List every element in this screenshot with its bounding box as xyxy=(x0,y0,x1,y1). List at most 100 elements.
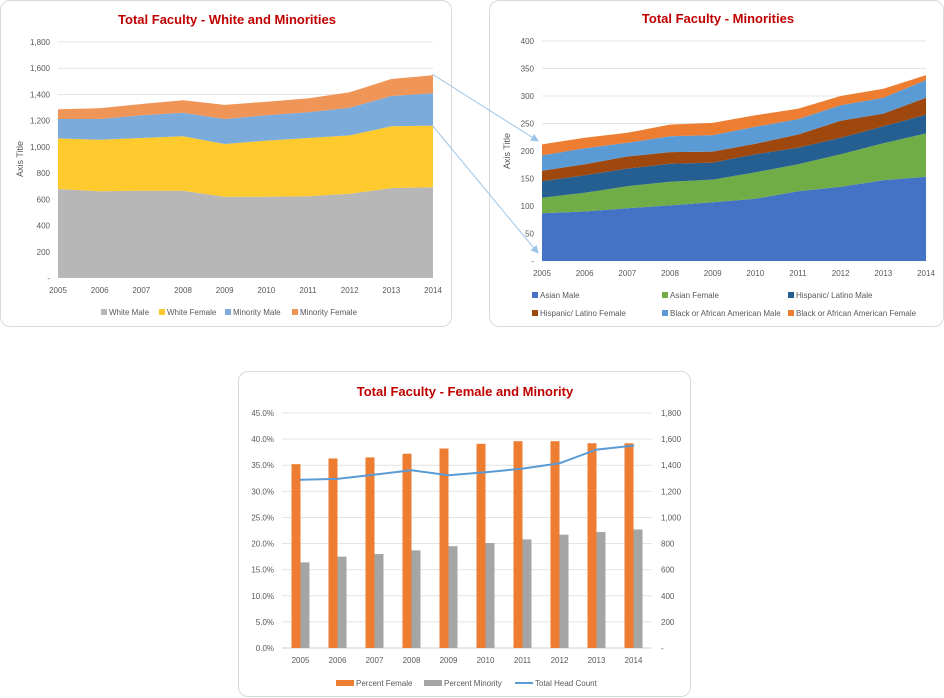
x-tick-label: 2010 xyxy=(477,656,495,665)
x-tick-label: 2014 xyxy=(917,269,935,278)
y2-tick-label: 1,400 xyxy=(661,461,682,470)
chart-female-minority: Total Faculty - Female and Minority 0.0%… xyxy=(238,371,691,697)
line-point xyxy=(373,473,376,476)
legend-label-hispanic-latino-female: Hispanic/ Latino Female xyxy=(540,309,626,318)
bar-percent-minority xyxy=(633,529,643,648)
x-tick-label: 2013 xyxy=(874,269,892,278)
y-tick-label: 0.0% xyxy=(256,644,274,653)
x-tick-label: 2005 xyxy=(533,269,551,278)
y-tick-label: 100 xyxy=(521,202,535,211)
legend-label-minority-female: Minority Female xyxy=(300,308,357,317)
bar-percent-female xyxy=(513,441,523,648)
bar-percent-female xyxy=(291,464,301,648)
x-tick-label: 2007 xyxy=(132,286,150,295)
bar-percent-minority xyxy=(374,554,384,648)
bar-percent-female xyxy=(439,448,449,648)
x-tick-label: 2013 xyxy=(588,656,606,665)
bar-percent-female xyxy=(402,453,412,648)
y-tick-label: 5.0% xyxy=(256,618,274,627)
y-tick-label: 250 xyxy=(521,120,535,129)
y-tick-label: 200 xyxy=(521,147,535,156)
y2-tick-label: 800 xyxy=(661,540,675,549)
line-point xyxy=(447,474,450,477)
y-tick-label: 1,400 xyxy=(30,90,51,99)
y-tick-label: 400 xyxy=(521,37,535,46)
area-hispanic-latino-male xyxy=(542,114,926,198)
y-tick-label: - xyxy=(531,257,534,266)
y2-tick-label: 1,600 xyxy=(661,435,682,444)
y-tick-label: 400 xyxy=(37,222,51,231)
area-minority-male xyxy=(58,93,433,144)
legend-label-percent-female: Percent Female xyxy=(356,679,413,688)
x-tick-label: 2009 xyxy=(440,656,458,665)
legend-label-white-male: White Male xyxy=(109,308,150,317)
x-tick-label: 2006 xyxy=(576,269,594,278)
x-tick-label: 2012 xyxy=(832,269,850,278)
y-tick-label: 600 xyxy=(37,195,51,204)
y2-tick-label: 1,800 xyxy=(661,409,682,418)
bar-percent-female xyxy=(550,441,560,648)
x-tick-label: 2014 xyxy=(424,286,442,295)
y-tick-label: 800 xyxy=(37,169,51,178)
line-point xyxy=(558,462,561,465)
bar-percent-minority xyxy=(596,532,606,648)
line-point xyxy=(595,448,598,451)
legend-swatch-hispanic-latino-female xyxy=(532,310,538,316)
x-tick-label: 2006 xyxy=(91,286,109,295)
x-tick-label: 2010 xyxy=(746,269,764,278)
y-tick-label: 300 xyxy=(521,92,535,101)
y-tick-label: 1,200 xyxy=(30,117,51,126)
bar-percent-minority xyxy=(559,534,569,648)
area-white-female xyxy=(58,125,433,197)
line-point xyxy=(336,478,339,480)
x-tick-label: 2008 xyxy=(174,286,192,295)
x-tick-label: 2011 xyxy=(514,656,532,665)
line-point xyxy=(410,469,413,472)
bar-percent-minority xyxy=(300,562,310,648)
area-hispanic-latino-female xyxy=(542,97,926,182)
y-axis-title: Axis Title xyxy=(15,141,25,177)
y-tick-label: 15.0% xyxy=(251,566,274,575)
y2-tick-label: 1,200 xyxy=(661,487,682,496)
y2-tick-label: 400 xyxy=(661,592,675,601)
chart-title: Total Faculty - Minorities xyxy=(642,11,794,26)
area-black-or-african-american-female xyxy=(542,75,926,156)
y-tick-label: 20.0% xyxy=(251,540,274,549)
x-tick-label: 2010 xyxy=(257,286,275,295)
y-tick-label: 350 xyxy=(521,65,535,74)
y-tick-label: 45.0% xyxy=(251,409,274,418)
y2-tick-label: 1,000 xyxy=(661,513,682,522)
legend-swatch-white-female xyxy=(159,309,165,315)
y-tick-label: 200 xyxy=(37,248,51,257)
legend-swatch-black-or-african-american-male xyxy=(662,310,668,316)
x-tick-label: 2007 xyxy=(618,269,636,278)
y-axis-title: Axis Title xyxy=(502,133,512,169)
y-tick-label: 150 xyxy=(521,175,535,184)
y2-tick-label: 600 xyxy=(661,566,675,575)
x-tick-label: 2014 xyxy=(625,656,643,665)
y-tick-label: 1,000 xyxy=(30,143,51,152)
legend-label-asian-male: Asian Male xyxy=(540,291,580,300)
y-tick-label: 25.0% xyxy=(251,513,274,522)
x-tick-label: 2012 xyxy=(551,656,569,665)
line-point xyxy=(299,479,302,481)
legend-swatch-minority-female xyxy=(292,309,298,315)
chart-white-minorities-svg: Total Faculty - White and Minorities Axi… xyxy=(15,12,442,317)
bar-percent-female xyxy=(328,458,338,648)
x-tick-label: 2005 xyxy=(292,656,310,665)
y2-tick-label: - xyxy=(661,644,664,653)
legend-label-minority-male: Minority Male xyxy=(233,308,281,317)
y-tick-label: 1,800 xyxy=(30,38,51,47)
chart-minorities: Total Faculty - Minorities Axis Title - 5… xyxy=(489,0,944,327)
y-tick-label: 30.0% xyxy=(251,487,274,496)
y-tick-label: 50 xyxy=(525,230,534,239)
area-asian-female xyxy=(542,133,926,214)
x-tick-label: 2006 xyxy=(329,656,347,665)
y-tick-label: 1,600 xyxy=(30,64,51,73)
legend-swatch-asian-female xyxy=(662,292,668,298)
x-tick-label: 2007 xyxy=(366,656,384,665)
bar-percent-female xyxy=(624,443,634,648)
y-tick-label: 10.0% xyxy=(251,592,274,601)
bar-percent-minority xyxy=(337,556,347,648)
line-point xyxy=(632,444,635,447)
